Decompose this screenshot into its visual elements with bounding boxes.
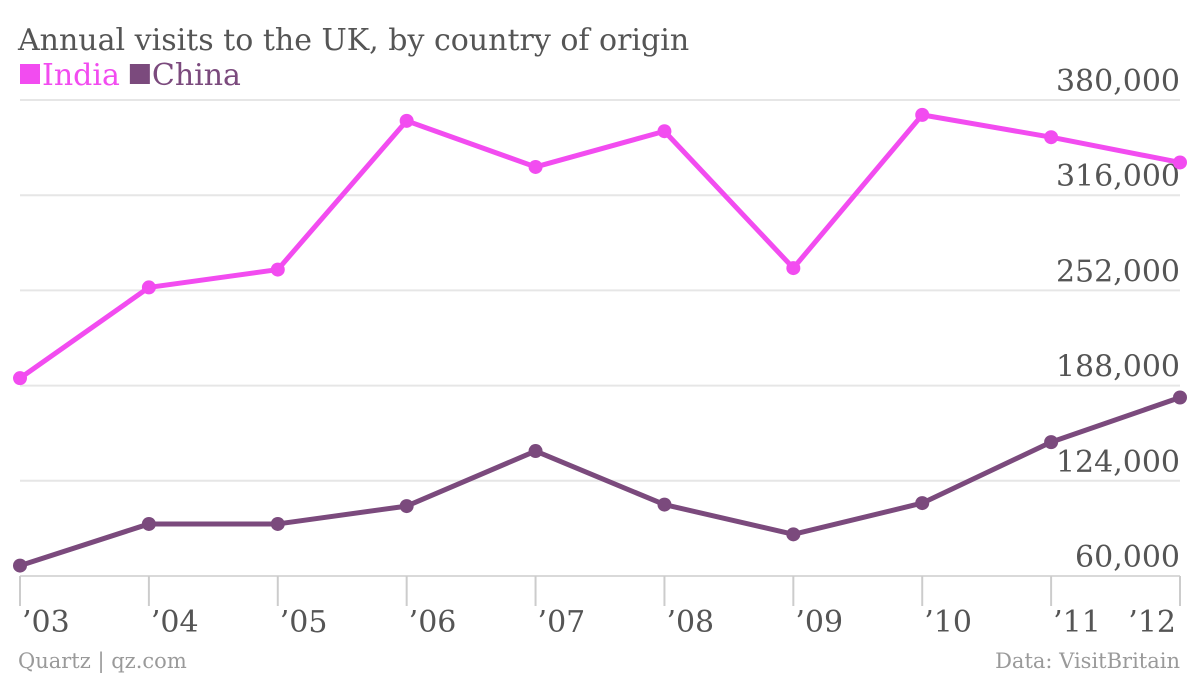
legend-item-china: China (129, 58, 241, 93)
data-point-india (786, 261, 801, 276)
y-tick-label: 380,000 (1056, 64, 1180, 99)
x-tick-label: ’10 (924, 605, 972, 640)
series-china (13, 390, 1187, 573)
data-point-china (915, 496, 930, 511)
x-axis: ’03 ’04 ’05 ’06 ’07 ’08 ’09 ’10 ’11 ’12 (19, 576, 1181, 640)
data-point-india (657, 124, 672, 139)
x-tick-label: ’09 (795, 605, 843, 640)
data-point-india (270, 262, 285, 277)
data-point-china (141, 516, 156, 531)
footer-source-right: Data: VisitBritain (995, 649, 1180, 673)
legend-swatch-china (129, 64, 150, 84)
data-point-china (13, 558, 27, 573)
legend-item-india: India (20, 58, 120, 93)
data-point-china (528, 444, 543, 459)
data-point-india (1044, 130, 1059, 145)
y-tick-label: 188,000 (1056, 350, 1180, 385)
y-axis: 60,000 124,000 188,000 252,000 316,000 380,00… (1056, 64, 1180, 575)
x-tick-label: ’03 (22, 605, 70, 640)
data-point-china (786, 527, 801, 542)
y-tick-label: 316,000 (1056, 159, 1180, 194)
y-tick-label: 60,000 (1075, 540, 1180, 575)
series-line-china (17, 395, 1183, 569)
data-point-india (13, 371, 27, 386)
data-point-india (399, 113, 414, 128)
legend-label-china: China (152, 58, 241, 93)
x-tick-label: ’12 (1128, 605, 1176, 640)
series-india (13, 107, 1187, 386)
data-point-china (399, 499, 414, 514)
legend: India China (20, 58, 241, 93)
data-point-china (657, 497, 672, 512)
legend-label-india: India (42, 58, 120, 93)
x-tick-label: ’06 (409, 605, 457, 640)
footer-source-left: Quartz | qz.com (18, 649, 187, 674)
series-layer (13, 107, 1187, 573)
data-point-india (1173, 155, 1187, 170)
data-point-china (1044, 435, 1059, 450)
data-point-china (270, 516, 285, 531)
data-point-india (915, 107, 930, 122)
x-tick-label: ’08 (666, 605, 714, 640)
legend-swatch-india (20, 64, 40, 84)
grid (20, 99, 1180, 577)
y-tick-label: 252,000 (1056, 254, 1180, 289)
x-tick-label: ’04 (151, 605, 199, 640)
data-point-china (1173, 390, 1187, 405)
data-point-india (141, 280, 156, 295)
series-line-india (17, 112, 1183, 381)
x-tick-label: ’05 (280, 605, 328, 640)
x-tick-label: ’11 (1053, 605, 1101, 640)
x-tick-label: ’07 (538, 605, 586, 640)
data-point-india (528, 159, 543, 174)
chart-title: Annual visits to the UK, by country of o… (17, 23, 689, 58)
y-tick-label: 124,000 (1056, 445, 1180, 480)
